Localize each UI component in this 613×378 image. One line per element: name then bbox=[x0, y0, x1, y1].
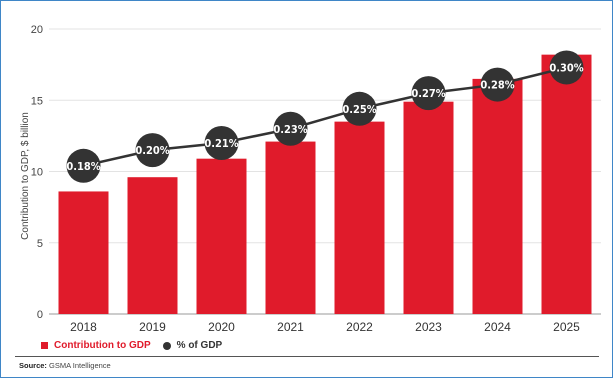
percent-label: 0.23% bbox=[273, 123, 307, 136]
y-axis-title: Contribution to GDP, $ billion bbox=[20, 112, 31, 240]
y-tick-label: 20 bbox=[31, 24, 43, 36]
x-tick-label: 2020 bbox=[208, 320, 235, 334]
legend-item-contribution: Contribution to GDP bbox=[41, 340, 151, 351]
x-tick-label: 2022 bbox=[346, 320, 373, 334]
percent-marker bbox=[549, 50, 584, 85]
percent-line: 0.18% 0.20% 0.21% 0.23% 0.25% 0.27% 0.28% 0.30% bbox=[66, 50, 584, 183]
percent-label: 0.28% bbox=[480, 79, 514, 92]
bar-2021 bbox=[265, 141, 316, 314]
bar-2019 bbox=[127, 177, 178, 314]
bars bbox=[58, 54, 592, 315]
percent-label: 0.25% bbox=[342, 103, 376, 116]
percent-label: 0.27% bbox=[411, 87, 445, 100]
percent-label: 0.18% bbox=[66, 160, 100, 173]
legend: Contribution to GDP % of GDP bbox=[41, 340, 238, 351]
percent-marker bbox=[273, 111, 308, 146]
y-tick-label: 0 bbox=[37, 309, 43, 321]
bar-2022 bbox=[334, 121, 385, 314]
source-divider bbox=[15, 356, 599, 357]
percent-marker bbox=[342, 91, 377, 126]
legend-swatch-dot bbox=[162, 341, 171, 350]
percent-label: 0.20% bbox=[135, 144, 169, 157]
x-tick-label: 2023 bbox=[415, 320, 442, 334]
x-tick-label: 2018 bbox=[70, 320, 97, 334]
source-label: Source: bbox=[19, 361, 47, 370]
x-tick-label: 2025 bbox=[553, 320, 580, 334]
percent-marker bbox=[204, 126, 239, 160]
source-text: GSMA Intelligence bbox=[49, 361, 111, 370]
percent-marker bbox=[411, 76, 446, 111]
bar-2024 bbox=[472, 78, 523, 314]
percent-label: 0.30% bbox=[549, 61, 583, 74]
bar-2023 bbox=[403, 101, 454, 314]
legend-label-contribution: Contribution to GDP bbox=[54, 340, 151, 351]
percent-marker bbox=[135, 133, 170, 168]
y-axis-ticks: 0 5 10 15 20 bbox=[31, 24, 43, 321]
x-tick-label: 2019 bbox=[139, 320, 166, 334]
percent-label: 0.21% bbox=[204, 137, 238, 150]
percent-marker bbox=[480, 67, 515, 102]
bar-2025 bbox=[541, 54, 592, 315]
y-tick-label: 5 bbox=[37, 238, 43, 250]
x-axis-labels: 2018 2019 2020 2021 2022 2023 2024 2025 bbox=[70, 320, 580, 334]
legend-swatch-bar bbox=[41, 342, 48, 349]
bar-2020 bbox=[196, 158, 247, 314]
y-tick-label: 10 bbox=[31, 167, 43, 179]
bar-2018 bbox=[58, 191, 109, 314]
legend-label-percent: % of GDP bbox=[176, 340, 223, 351]
source-note: Source: GSMA Intelligence bbox=[19, 361, 111, 370]
x-tick-label: 2024 bbox=[484, 320, 511, 334]
y-tick-label: 15 bbox=[31, 95, 43, 107]
percent-marker bbox=[66, 148, 101, 183]
x-tick-label: 2021 bbox=[277, 320, 304, 334]
legend-item-percent: % of GDP bbox=[162, 340, 223, 351]
